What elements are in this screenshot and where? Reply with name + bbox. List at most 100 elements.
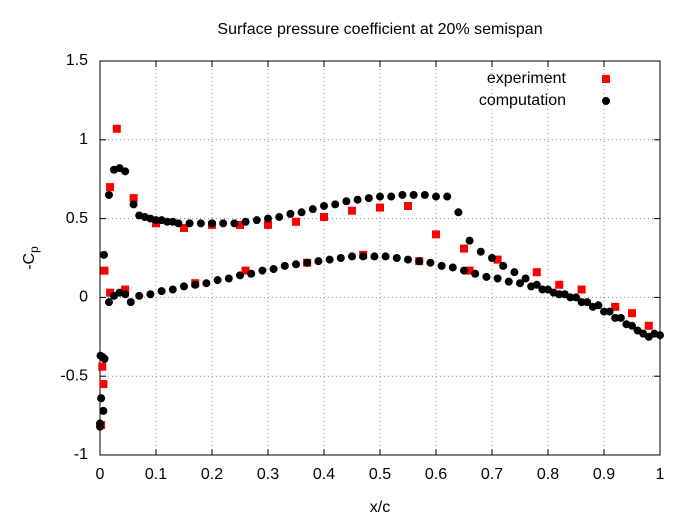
circle-point — [409, 190, 418, 199]
circle-point — [521, 274, 530, 283]
circle-point — [376, 192, 384, 201]
square-point — [106, 183, 115, 192]
x-tick-label: 0.2 — [201, 466, 223, 483]
circle-point — [191, 280, 200, 289]
y-tick-label: 0 — [79, 289, 88, 306]
circle-point — [370, 252, 379, 261]
circle-point — [303, 258, 312, 267]
circle-point — [168, 285, 177, 294]
circle-point — [185, 219, 194, 228]
circle-point — [398, 190, 407, 199]
circle-point — [121, 290, 130, 299]
square-point — [106, 288, 115, 297]
circle-point — [650, 329, 659, 338]
circle-point — [639, 329, 648, 338]
x-tick-label: 0 — [96, 466, 105, 483]
square-point — [264, 220, 272, 229]
circle-point — [381, 252, 390, 261]
circle-point — [104, 298, 113, 307]
circle-point — [331, 200, 340, 209]
circle-point — [320, 201, 328, 210]
x-axis-label: x/c — [370, 499, 390, 516]
circle-point — [342, 197, 351, 206]
circle-point — [493, 274, 502, 283]
circle-point — [336, 254, 345, 262]
square-point — [98, 362, 107, 371]
circle-point — [219, 219, 228, 228]
circle-point — [157, 287, 166, 296]
y-tick-label: -1 — [74, 446, 88, 463]
circle-point — [476, 247, 485, 256]
circle-point — [465, 236, 474, 245]
square-point — [376, 203, 384, 212]
x-tick-label: 0.5 — [369, 466, 391, 483]
circle-point — [611, 313, 620, 322]
y-tick-label: 0.5 — [66, 210, 88, 227]
circle-point — [443, 192, 452, 201]
square-point — [241, 266, 250, 275]
y-axis-label-sub: p — [27, 246, 41, 253]
circle-point — [415, 257, 424, 266]
circle-point — [146, 290, 155, 299]
circle-point — [353, 195, 362, 204]
circle-point — [100, 354, 109, 363]
square-point — [644, 321, 653, 330]
circle-point — [594, 301, 603, 310]
circle-point — [448, 263, 457, 272]
circle-point — [297, 208, 306, 217]
circle-point — [96, 419, 104, 428]
x-tick-label: 0.7 — [481, 466, 503, 483]
circle-point — [499, 261, 508, 270]
circle-point — [275, 213, 284, 222]
circle-point — [224, 274, 233, 283]
legend-swatch — [602, 75, 610, 83]
circle-point — [104, 190, 113, 199]
circle-point — [560, 290, 569, 299]
circle-point — [121, 167, 130, 176]
circle-point — [538, 285, 547, 294]
circle-point — [241, 217, 250, 226]
circle-point — [420, 190, 429, 199]
circle-point — [628, 321, 636, 330]
y-tick-label: -0.5 — [60, 367, 88, 384]
square-point — [532, 268, 541, 277]
circle-point — [180, 282, 188, 291]
circle-point — [152, 216, 160, 225]
circle-point — [213, 276, 222, 285]
square-point — [493, 255, 502, 264]
circle-point — [572, 293, 580, 302]
circle-point — [99, 250, 108, 259]
circle-point — [280, 261, 289, 270]
circle-point — [325, 255, 334, 264]
chart-title: Surface pressure coefficient at 20% semi… — [217, 21, 542, 38]
circle-point — [549, 288, 558, 297]
y-tick-label: 1 — [79, 131, 88, 148]
square-point — [121, 285, 130, 294]
circle-point — [126, 298, 135, 307]
legend-swatch — [602, 97, 610, 105]
circle-point — [426, 258, 435, 267]
circle-point — [359, 252, 368, 261]
circle-point — [392, 254, 401, 262]
circle-point — [252, 216, 261, 225]
circle-point — [269, 265, 278, 274]
legend-label: computation — [479, 92, 566, 109]
circle-point — [264, 214, 272, 223]
square-point — [236, 220, 244, 229]
x-tick-label: 0.9 — [593, 466, 615, 483]
square-point — [577, 285, 586, 294]
x-tick-label: 1 — [656, 466, 665, 483]
circle-point — [482, 272, 491, 281]
circle-point — [163, 217, 172, 226]
circle-point — [387, 192, 396, 201]
circle-point — [516, 279, 524, 288]
square-point — [180, 224, 188, 233]
y-axis-label-main: -C — [21, 253, 38, 270]
y-tick-label: 1.5 — [66, 52, 88, 69]
circle-point — [236, 271, 244, 280]
square-point — [348, 206, 356, 215]
circle-point — [247, 269, 256, 278]
circle-point — [527, 282, 536, 291]
circle-point — [605, 307, 614, 316]
